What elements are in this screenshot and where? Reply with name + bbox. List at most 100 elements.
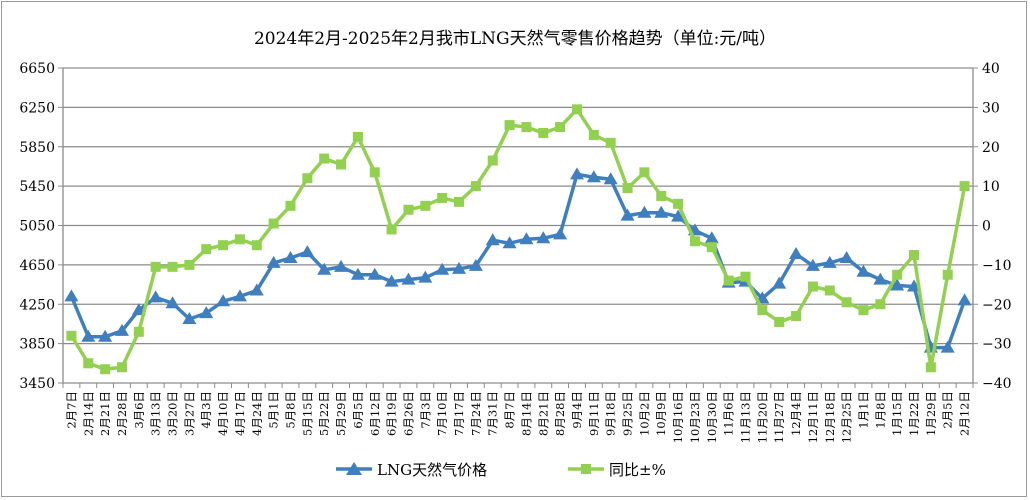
data-point-lng-price <box>283 250 298 263</box>
x-tick-label: 2月14日 <box>81 391 95 436</box>
x-tick-label: 3月27日 <box>182 391 196 436</box>
data-point-lng-price <box>435 262 450 275</box>
x-tick-label: 8月14日 <box>519 391 533 436</box>
data-point-lng-price <box>216 294 231 307</box>
x-tick-label: 1月1日 <box>856 391 870 429</box>
data-point-yoy-percent <box>706 242 717 253</box>
x-tick-label: 9月25日 <box>621 391 635 436</box>
data-point-lng-price <box>384 274 399 287</box>
left-tick-label: 6650 <box>19 61 55 77</box>
x-tick-label: 6月5日 <box>351 391 365 429</box>
x-tick-label: 8月7日 <box>503 391 517 429</box>
x-tick-label: 1月22日 <box>907 391 921 436</box>
data-point-lng-price <box>957 293 972 306</box>
x-tick-label: 1月8日 <box>873 391 887 429</box>
data-point-yoy-percent <box>689 236 700 247</box>
data-point-yoy-percent <box>420 200 431 211</box>
data-point-yoy-percent <box>167 261 178 272</box>
data-point-yoy-percent <box>909 250 920 261</box>
right-tick-label: −20 <box>982 297 1012 313</box>
x-tick-label: 4月3日 <box>199 391 213 429</box>
x-tick-label: 9月18日 <box>604 391 618 436</box>
x-tick-label: 2月21日 <box>98 391 112 436</box>
data-point-lng-price <box>485 233 500 246</box>
data-point-yoy-percent <box>555 122 566 133</box>
data-point-yoy-percent <box>588 129 599 140</box>
data-point-lng-price <box>671 209 686 222</box>
data-point-yoy-percent <box>184 259 195 270</box>
data-point-yoy-percent <box>807 281 818 292</box>
data-point-yoy-percent <box>83 358 94 369</box>
data-point-lng-price <box>232 289 247 302</box>
x-tick-label: 1月29日 <box>924 391 938 436</box>
x-tick-label: 3月6日 <box>132 391 146 429</box>
x-tick-label: 10月16日 <box>671 391 685 443</box>
data-point-lng-price <box>805 258 820 271</box>
legend-label-yoy: 同比±% <box>609 461 666 479</box>
left-tick-label: 4250 <box>19 297 55 313</box>
x-tick-label: 4月17日 <box>233 391 247 436</box>
data-point-yoy-percent <box>454 196 465 207</box>
data-point-lng-price <box>199 306 214 319</box>
chart-title: 2024年2月-2025年2月我市LNG天然气零售价格趋势（单位:元/吨） <box>254 29 776 49</box>
data-point-yoy-percent <box>521 122 532 133</box>
data-point-lng-price <box>586 170 601 183</box>
data-point-lng-price <box>98 329 113 342</box>
data-point-yoy-percent <box>656 190 667 201</box>
data-point-lng-price <box>114 323 129 336</box>
left-tick-label: 5850 <box>19 140 55 156</box>
x-tick-label: 7月17日 <box>452 391 466 436</box>
x-tick-label: 5月22日 <box>317 391 331 436</box>
legend-triangle-marker <box>346 462 362 475</box>
data-point-yoy-percent <box>201 244 212 255</box>
series-line-yoy-percent <box>69 107 967 371</box>
left-tick-label: 3450 <box>19 376 55 392</box>
right-tick-label: 20 <box>982 140 1000 156</box>
right-tick-label: −10 <box>982 258 1012 274</box>
data-point-lng-price <box>704 231 719 244</box>
data-point-yoy-percent <box>218 240 229 251</box>
data-point-lng-price <box>553 227 568 240</box>
left-tick-label: 5450 <box>19 179 55 195</box>
right-tick-label: 10 <box>982 179 1000 195</box>
x-tick-label: 3月20日 <box>166 391 180 436</box>
data-point-yoy-percent <box>841 297 852 308</box>
data-point-yoy-percent <box>100 364 111 375</box>
data-point-lng-price <box>789 247 804 260</box>
data-point-lng-price <box>502 236 517 249</box>
data-point-yoy-percent <box>605 137 616 148</box>
data-point-yoy-percent <box>757 305 768 316</box>
data-point-lng-price <box>620 208 635 221</box>
data-point-lng-price <box>418 270 433 283</box>
right-tick-label: −30 <box>982 337 1012 353</box>
data-point-lng-price <box>64 289 79 302</box>
data-point-lng-price <box>654 205 669 218</box>
data-point-lng-price <box>182 312 197 325</box>
data-point-lng-price <box>856 264 871 277</box>
x-tick-label: 10月9日 <box>654 391 668 436</box>
data-point-yoy-percent <box>858 305 869 316</box>
data-point-lng-price <box>249 283 264 296</box>
data-point-yoy-percent <box>352 131 363 142</box>
data-point-yoy-percent <box>470 181 481 192</box>
data-point-yoy-percent <box>285 200 296 211</box>
legend-label-lng: LNG天然气价格 <box>377 461 487 479</box>
data-point-yoy-percent <box>723 275 734 286</box>
right-tick-label: −40 <box>982 376 1012 392</box>
data-point-lng-price <box>603 172 618 185</box>
data-point-yoy-percent <box>504 120 515 131</box>
data-point-lng-price <box>350 267 365 280</box>
data-point-yoy-percent <box>437 192 448 203</box>
right-tick-label: 40 <box>982 61 1000 77</box>
left-tick-label: 6250 <box>19 100 55 116</box>
data-point-yoy-percent <box>403 204 414 215</box>
legend-square-marker <box>581 464 591 474</box>
data-point-yoy-percent <box>538 127 549 138</box>
data-point-yoy-percent <box>268 218 279 229</box>
data-point-yoy-percent <box>959 181 970 192</box>
data-point-yoy-percent <box>740 271 751 282</box>
x-tick-label: 10月2日 <box>637 391 651 436</box>
x-tick-label: 11月20日 <box>755 391 769 443</box>
